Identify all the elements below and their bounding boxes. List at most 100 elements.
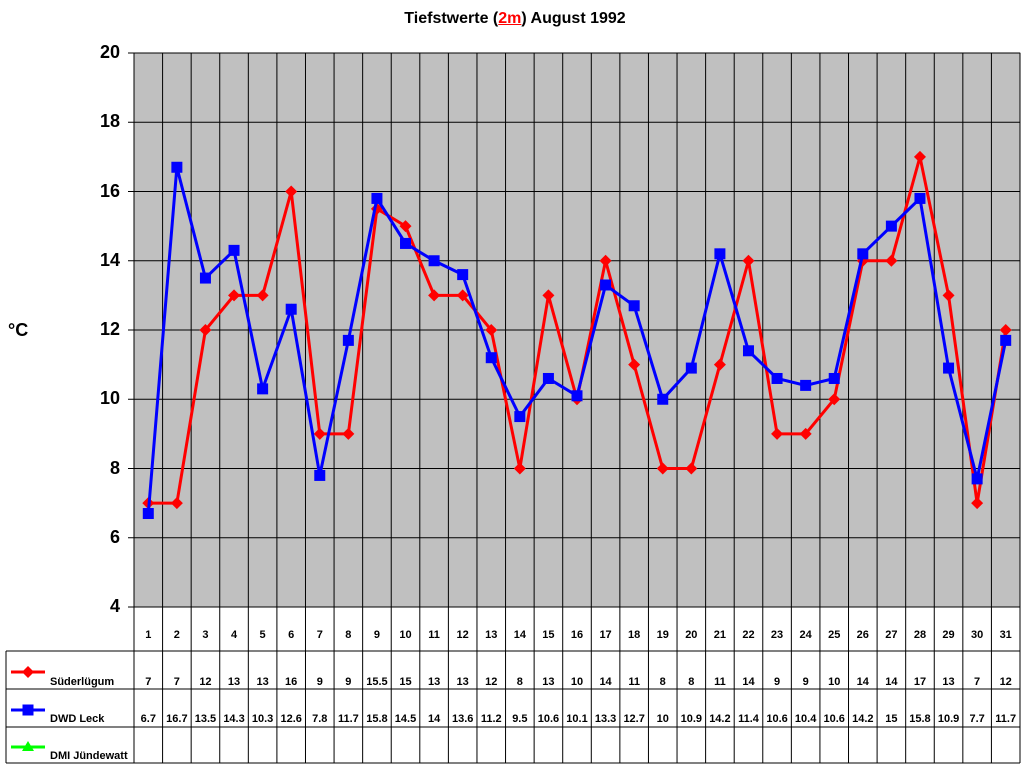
diamond-marker [685,462,698,475]
square-marker [228,244,240,256]
diamond-marker [828,393,841,406]
table-cell: 12 [485,676,498,688]
diamond-marker [199,324,212,336]
square-marker [971,473,983,485]
diamond-marker [599,254,612,267]
y-tick-label: 4 [109,596,120,616]
diamond-marker [170,497,183,510]
diamond-marker [656,462,669,475]
diamond-marker [999,324,1012,336]
table-cell: 15 [399,676,412,688]
table-cell: 14.3 [223,713,245,725]
y-tick-label: 20 [99,42,120,62]
table-cell: 11.2 [480,713,502,725]
day-header: 22 [742,629,755,641]
day-header: 14 [513,629,526,641]
diamond-marker [485,324,498,336]
table-cell: 9 [802,676,809,688]
table-cell: 10 [570,676,584,688]
square-marker [885,220,897,232]
table-cell: 13.3 [594,713,617,725]
y-tick-label: 16 [99,180,120,201]
chart-title: Tiefstwerte (2m) August 1992 [404,10,626,27]
y-axis-label: °C [8,320,29,340]
diamond-marker [285,185,298,198]
square-marker [342,334,354,346]
table-cell: 14 [742,676,755,688]
table-cell: 7 [145,676,152,688]
table-cell: 6.7 [140,713,156,725]
day-header: 23 [770,629,784,641]
square-marker [771,372,783,384]
table-cell: 10.4 [794,713,817,725]
y-tick-label: 6 [109,526,120,547]
day-header: 4 [230,629,238,641]
table-cell: 14 [885,676,898,688]
diamond-marker [771,427,784,440]
table-cell: 10.9 [680,713,703,725]
diamond-marker [913,150,926,163]
diamond-marker [885,254,898,267]
table-cell: 9 [316,676,323,688]
table-cell: 10.6 [537,713,560,725]
diamond-marker [228,289,241,302]
table-cell: 9.5 [512,713,528,725]
day-header: 11 [428,629,440,641]
table-cell: 10 [828,676,841,688]
table-cell: 11.4 [738,713,759,725]
day-header: 3 [202,629,209,641]
table-cell: 12.7 [623,713,645,725]
table-cell: 16 [285,676,298,688]
square-marker [1000,334,1012,346]
table-cell: 15.8 [909,713,931,725]
day-header: 10 [399,629,412,641]
table-cell: 13.6 [451,713,474,725]
square-marker [457,269,469,281]
table-cell: 10.6 [766,713,788,725]
table-cell: 7.7 [969,713,985,725]
table-cell: 13.5 [194,713,217,725]
table-cell: 14 [856,676,869,688]
day-header: 2 [173,629,180,641]
table-cell: 10.1 [566,713,588,725]
table-cell: 16.7 [166,713,188,725]
table-cell: 7 [173,676,180,688]
table-cell: 15 [885,713,898,725]
diamond-marker [542,289,555,302]
table-cell: 8 [516,676,523,688]
square-marker [171,161,183,173]
square-marker [657,393,669,405]
day-header: 26 [856,629,869,641]
day-header: 6 [288,629,295,641]
square-marker [742,345,754,357]
square-marker [371,192,383,204]
table-cell: 11 [628,676,640,688]
day-header: 24 [799,629,812,641]
table-cell: 8 [659,676,666,688]
diamond-marker [799,427,812,440]
day-header: 27 [885,629,898,641]
series-label: DMI Jündewatt [50,750,128,762]
day-header: 19 [656,629,669,641]
diamond-marker [742,254,755,267]
day-header: 18 [628,629,641,641]
diamond-marker [256,289,269,302]
table-cell: 7.8 [312,713,328,725]
square-marker [400,237,412,249]
diamond-marker [971,497,984,510]
diamond-marker [713,358,726,371]
day-header: 9 [373,629,380,641]
y-tick-label: 12 [99,319,120,339]
day-header: 7 [316,629,323,641]
day-header: 25 [828,629,841,641]
diamond-marker [628,358,641,371]
square-marker [600,279,612,291]
square-marker [714,248,726,260]
square-marker [914,192,926,204]
table-cell: 15.5 [366,676,388,688]
day-header: 1 [145,629,152,641]
table-cell: 10.9 [937,713,960,725]
table-cell: 14.5 [394,713,417,725]
day-header: 5 [259,629,266,641]
table-cell: 12.6 [280,713,302,725]
